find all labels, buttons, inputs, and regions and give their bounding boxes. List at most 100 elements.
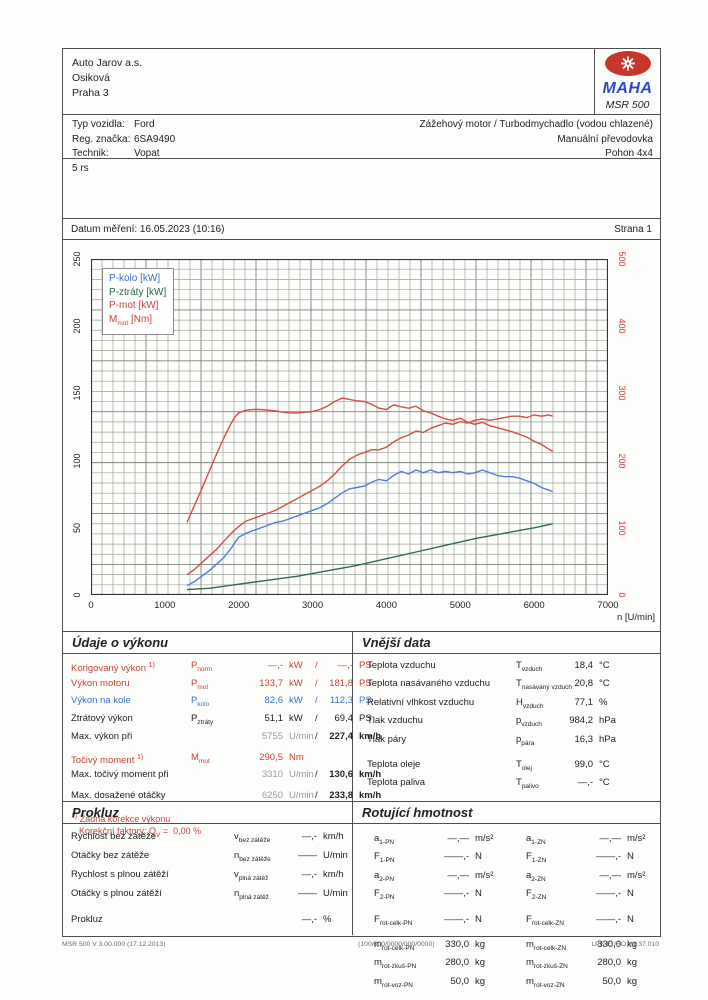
value-secondary: 112,3: [329, 695, 353, 707]
performance-section: Údaje o výkonu Korigovaný výkon 1) Pnorm —…: [63, 632, 381, 839]
slash: /: [315, 695, 318, 707]
plate-label: Reg. značka:: [72, 133, 131, 145]
symbol: nbez zátěže: [234, 849, 271, 863]
x-axis-tick: 5000: [449, 600, 471, 611]
symbol: Pmot: [191, 677, 209, 691]
unit-secondary: km/h: [359, 769, 382, 781]
value-primary: 6250: [261, 790, 283, 802]
y-axis-right-tick: 400: [617, 318, 627, 334]
row-unit: m/s²: [475, 833, 494, 844]
symbol: [234, 912, 289, 927]
row-label: Rychlost s plnou zátěží: [71, 868, 169, 880]
row-unit: °C: [599, 678, 610, 690]
company-address: Auto Jarov a.s. Osiková Praha 3: [72, 56, 142, 101]
table-row: mrot-celk-ZN 330,0 kg: [526, 938, 655, 956]
row-unit: km/h: [323, 868, 344, 880]
company-city: Praha 3: [72, 87, 109, 99]
symbol: pvzduch: [516, 715, 542, 729]
slip-section: Prokluz Rychlost bez zátěže vbez zátěže —,…: [63, 802, 353, 935]
row-label: Výkon motoru: [71, 677, 130, 689]
footer-code: (100/000/0000/000/0000): [358, 941, 435, 948]
row-value: 16,3: [574, 733, 594, 745]
x-axis-tick: 0: [88, 600, 94, 611]
symbol: mrot-voz-ZN: [526, 975, 565, 989]
value-secondary: —,-: [337, 660, 353, 671]
row-value: —,—: [599, 869, 621, 881]
row-value: —,-: [301, 913, 317, 925]
unit-secondary: PS: [359, 677, 372, 689]
unit-secondary: PS: [359, 713, 372, 725]
row-label: Točivý moment 1): [71, 753, 144, 766]
y-axis-right-tick: 300: [617, 385, 627, 401]
row-value: 77,1: [574, 696, 594, 708]
measurement-date: Datum měření: 16.05.2023 (10:16): [71, 223, 225, 235]
table-row: F1-ZN ——,- N: [526, 850, 655, 868]
symbol: mrot-voz-PN: [374, 975, 413, 989]
unit-primary: kW: [289, 677, 303, 689]
row-unit: U/min: [323, 849, 348, 861]
symbol: F2-PN: [374, 888, 395, 902]
row-label: Výkon na kole: [71, 695, 131, 707]
row-value: —,—: [599, 833, 621, 844]
table-row: Teplota paliva Tpalivo —,- °C: [353, 776, 660, 794]
legend-item: P-ztráty [kW]: [109, 286, 167, 298]
chart-legend: P-kolo [kW] P-ztráty [kW] P-mot [kW] Mmot […: [102, 268, 175, 335]
value-secondary: 69,4: [334, 713, 354, 725]
table-row: F2-ZN ——,- N: [526, 887, 655, 905]
maha-logo: MAHA MSR 500: [594, 49, 660, 115]
curve-m-mot: [186, 397, 553, 523]
table-row: a2-PN —,— m/s²: [374, 869, 503, 887]
row-unit: kg: [475, 938, 486, 950]
company-name: Auto Jarov a.s.: [72, 57, 143, 69]
table-row: Teplota nasávaného vzduchu Tnasávaný vzdu…: [353, 677, 660, 695]
drive-type: Pohon 4x4: [605, 148, 653, 159]
symbol: mrot-zkuš-ZN: [526, 957, 568, 971]
row-value: 50,0: [450, 975, 470, 987]
unit-secondary: PS: [359, 660, 372, 671]
symbol: Frot-celk-ZN: [526, 913, 564, 927]
value-primary: 5755: [261, 730, 283, 742]
table-row: mrot-voz-ZN 50,0 kg: [526, 975, 655, 993]
table-row: Frot-celk-ZN ——,- N: [526, 913, 655, 931]
row-value: 330,0: [597, 938, 621, 950]
unit-primary: kW: [289, 713, 303, 725]
table-row: mrot-zkuš-PN 280,0 kg: [374, 956, 503, 974]
row-unit: N: [475, 913, 482, 925]
y-axis-left-tick: 100: [72, 453, 82, 469]
y-axis-right-tick: 500: [617, 251, 627, 267]
value-secondary: 233,8: [329, 790, 353, 802]
value-secondary: [323, 751, 353, 769]
note-band: 5 rs: [63, 159, 660, 219]
curve-p-kolo: [186, 469, 553, 587]
row-unit: kg: [627, 975, 638, 987]
symbol: vplná zátěž: [234, 868, 269, 882]
external-data-title: Vnější data: [353, 632, 660, 654]
row-label: Relativní vlhkost vzduchu: [367, 696, 475, 708]
symbol: Hvzduch: [516, 696, 544, 710]
row-label: Max. točivý moment při: [71, 769, 169, 781]
value-primary: 82,6: [264, 695, 284, 707]
slash: /: [315, 769, 318, 781]
y-axis-left-tick: 150: [72, 385, 82, 401]
row-value: ——,-: [444, 851, 469, 863]
symbol: Pnorm: [191, 660, 213, 673]
slip-title: Prokluz: [63, 802, 352, 824]
vehicle-type-value: Ford: [134, 119, 155, 130]
footer-version: MSR 500 V 3.00.000 (17.12.2013): [62, 941, 166, 948]
unit-primary: kW: [289, 695, 303, 707]
table-row: Prokluz —,-%: [63, 912, 352, 927]
row-value: 280,0: [597, 957, 621, 969]
x-axis-tick: 4000: [375, 600, 397, 611]
legend-item: P-mot [kW]: [109, 300, 159, 311]
curve-p-mot: [186, 414, 553, 576]
symbol: Tpalivo: [516, 777, 539, 791]
unit-secondary: km/h: [359, 790, 382, 802]
row-value: ——: [298, 849, 317, 861]
table-row: F1-PN ——,- N: [374, 850, 503, 868]
slash: [315, 751, 323, 769]
table-row: a2-ZN —,— m/s²: [526, 869, 655, 887]
x-axis-tick: 2000: [228, 600, 250, 611]
symbol: a1-ZN: [526, 833, 546, 846]
